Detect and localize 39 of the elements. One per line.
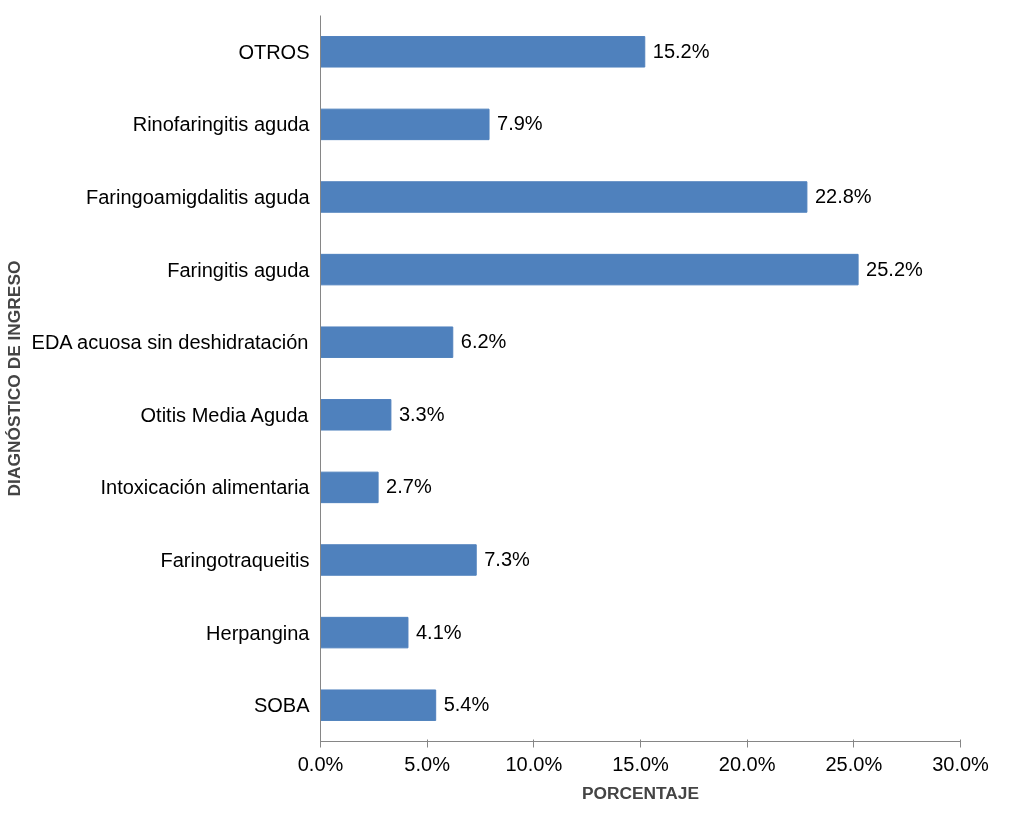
data-label: 4.1% <box>415 620 462 643</box>
bar <box>320 326 454 358</box>
x-tick-label: 5.0% <box>404 752 451 775</box>
data-label: 7.9% <box>497 112 543 135</box>
bar <box>320 399 392 431</box>
x-tick-label: 30.0% <box>932 752 990 775</box>
y-tick-label: Faringotraqueitis <box>160 549 310 571</box>
x-tick-label: 15.0% <box>612 752 670 775</box>
y-tick-label: Intoxicación alimentaria <box>100 476 311 499</box>
data-label: 25.2% <box>866 257 924 280</box>
y-tick-label: EDA acuosa sin deshidratación <box>31 331 309 354</box>
y-tick-label: Rinofaringitis aguda <box>132 113 311 136</box>
y-tick-label: Faringitis aguda <box>167 258 311 281</box>
y-tick-label: Herpangina <box>206 621 311 644</box>
bar <box>320 253 859 286</box>
bar <box>320 36 646 68</box>
x-axis-title: PORCENTAJE <box>581 782 700 803</box>
y-tick-label: Faringoamigdalitis aguda <box>86 186 311 208</box>
data-label: 15.2% <box>652 39 710 62</box>
data-label: 3.3% <box>398 402 445 425</box>
bar <box>320 616 409 649</box>
bar <box>320 108 490 141</box>
data-label: 2.7% <box>386 475 432 498</box>
y-tick-label: SOBA <box>253 694 311 717</box>
x-tick-label: 0.0% <box>297 752 344 775</box>
data-label: 6.2% <box>460 330 507 353</box>
x-tick-label: 10.0% <box>505 752 563 775</box>
bar <box>320 689 437 721</box>
bar <box>320 471 379 504</box>
bar <box>320 181 808 213</box>
data-label: 22.8% <box>814 185 872 207</box>
data-label: 5.4% <box>443 693 490 716</box>
y-tick-label: Otitis Media Aguda <box>140 403 310 426</box>
y-tick-label: OTROS <box>238 40 310 63</box>
x-tick-label: 25.0% <box>825 752 883 775</box>
y-axis-title: DIAGNÓSTICO DE INGRESO <box>3 260 24 497</box>
data-label: 7.3% <box>484 548 531 570</box>
bar <box>320 544 477 576</box>
x-tick-label: 20.0% <box>718 752 776 775</box>
